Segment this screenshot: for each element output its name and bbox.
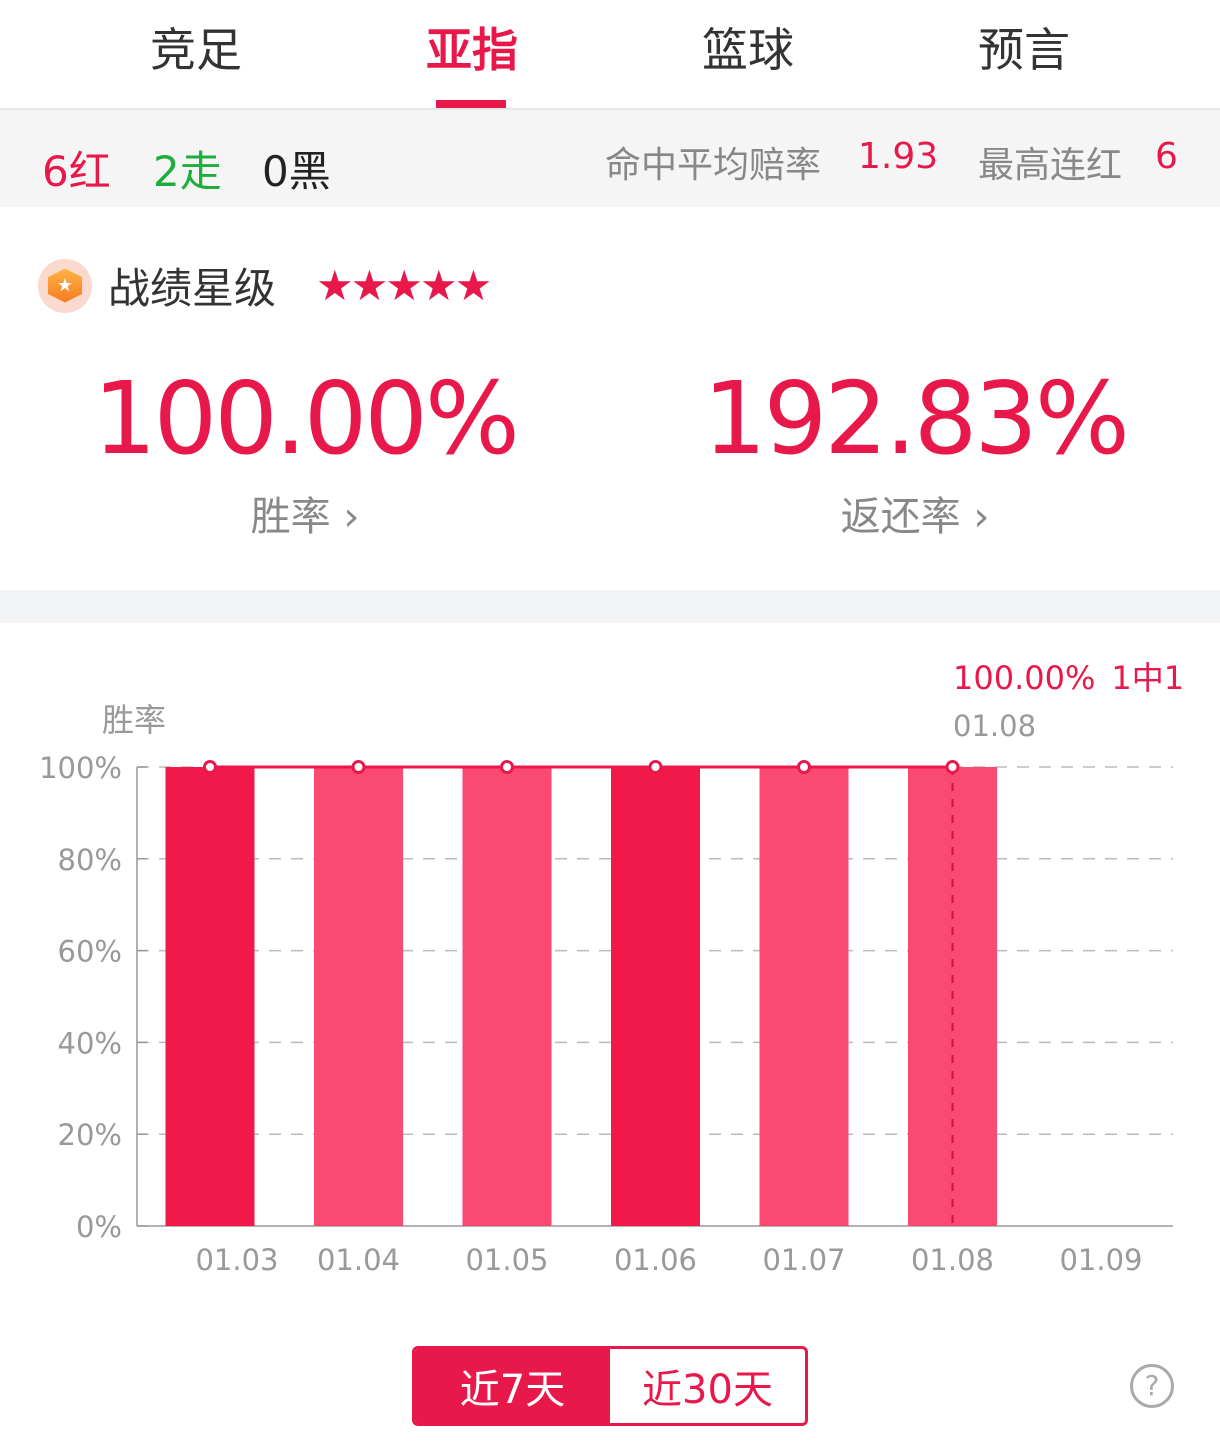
tab-jingzu[interactable]: 竞足 (150, 23, 242, 77)
push-count: 2走 (153, 147, 222, 196)
tooltip-value: 100.00% 1中1 (953, 659, 1184, 697)
win-rate-point (945, 760, 960, 774)
win-rate-point (648, 760, 663, 774)
red-count: 6红 (42, 147, 111, 196)
range-selector: 近7天 近30天 (412, 1346, 808, 1426)
y-tick-label: 80% (58, 843, 122, 877)
x-tick-label: 01.09 (1059, 1243, 1142, 1277)
medal-star-icon: ★ (38, 258, 92, 313)
stats-bar: 6红 2走 0黑 命中平均赔率 1.93 最高连红 6 (0, 110, 1220, 207)
section-divider (0, 590, 1220, 623)
y-axis-label: 胜率 (102, 701, 166, 739)
y-tick-label: 40% (58, 1026, 122, 1060)
x-tick-label: 01.05 (465, 1243, 548, 1277)
x-tick-label: 01.07 (762, 1243, 845, 1277)
max-streak-label: 最高连红 (978, 145, 1123, 186)
win-rate-point (203, 760, 217, 774)
return-rate-link[interactable]: 返还率 › (840, 494, 990, 540)
tab-yazhi[interactable]: 亚指 (426, 23, 518, 77)
avg-odds-label: 命中平均赔率 (605, 145, 822, 186)
active-tab-indicator (436, 100, 506, 108)
help-icon[interactable]: ? (1130, 1364, 1174, 1408)
rating-row: ★ 战绩星级 ★★★★★ (38, 255, 492, 316)
x-tick-label: 01.06 (614, 1243, 697, 1277)
x-tick-label: 01.03 (195, 1243, 278, 1277)
tooltip-date: 01.08 (953, 709, 1036, 743)
win-rate-link[interactable]: 胜率 › (250, 494, 360, 540)
y-tick-label: 60% (58, 935, 122, 969)
x-tick-label: 01.04 (317, 1243, 400, 1277)
bar-01.05 (462, 767, 552, 1226)
win-rate-point (500, 760, 514, 774)
range-30d-button[interactable]: 近30天 (642, 1367, 773, 1413)
tab-basketball[interactable]: 篮球 (702, 23, 794, 77)
bar-01.04 (314, 767, 403, 1226)
bar-01.06 (611, 767, 700, 1226)
max-streak-value: 6 (1155, 136, 1178, 177)
rating-label: 战绩星级 (108, 264, 277, 313)
return-rate-value: 192.83% (703, 360, 1130, 477)
avg-odds-value: 1.93 (858, 136, 939, 177)
tab-prediction[interactable]: 预言 (978, 23, 1070, 77)
win-rate-chart[interactable]: 胜率 100.00% 1中1 01.08 0% 20% 40% 60% 80% 100% 01… (0, 623, 1220, 1323)
bar-01.03 (165, 767, 255, 1226)
bar-01.07 (759, 767, 849, 1226)
win-rate-value: 100.00% (93, 360, 520, 477)
y-tick-label: 0% (76, 1210, 122, 1244)
win-rate-point (797, 760, 811, 774)
rating-stars-icon: ★★★★★ (316, 261, 492, 310)
range-7d-button[interactable]: 近7天 (415, 1349, 610, 1423)
y-tick-label: 100% (39, 751, 122, 785)
x-tick-label: 01.08 (911, 1243, 994, 1277)
top-tabs: 竞足 亚指 篮球 预言 (0, 0, 1220, 110)
y-tick-label: 20% (58, 1118, 122, 1152)
black-count: 0黑 (262, 147, 331, 196)
win-rate-point (351, 760, 366, 774)
